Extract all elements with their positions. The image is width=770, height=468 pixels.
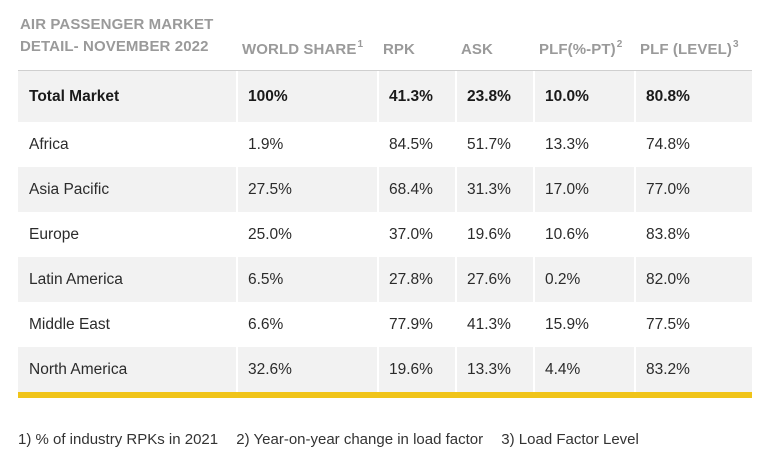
ask-cell: 27.6% [457, 257, 535, 302]
plf-level-cell: 77.5% [646, 315, 690, 333]
column-header-world-share: WORLD SHARE1 [238, 0, 379, 71]
plf-level-cell: 74.8% [646, 135, 690, 153]
column-header-plf-level: PLF (LEVEL)3 [636, 0, 752, 71]
rpk-cell: 77.9% [379, 302, 457, 347]
plf-level-cell: 77.0% [636, 167, 752, 212]
plf-pt-cell: 10.6% [535, 212, 636, 257]
world-share-cell: 1.9% [238, 122, 379, 167]
air-passenger-market-table: AIR PASSENGER MARKET DETAIL- NOVEMBER 20… [18, 0, 752, 392]
plf-pt-cell: 0.2% [535, 257, 636, 302]
rpk-cell: 27.8% [379, 257, 457, 302]
table-title-line2: DETAIL- NOVEMBER 2022 [20, 38, 209, 55]
ask-cell: 23.8% [457, 71, 535, 122]
ask-cell: 31.3% [457, 167, 535, 212]
ask-cell: 41.3% [457, 302, 535, 347]
plf-level-cell: 82.0% [636, 257, 752, 302]
rpk-cell: 37.0% [379, 212, 457, 257]
region-cell: Asia Pacific [18, 167, 238, 212]
plf-pt-cell: 13.3% [535, 122, 636, 167]
region-cell: Latin America [18, 257, 238, 302]
table-row-north-america: North America 32.6% 19.6% 13.3% 4.4% 83.… [18, 347, 752, 392]
plf-pt-cell: 15.9% [535, 302, 636, 347]
column-header-plf-pt: PLF(%-PT)2 [535, 0, 636, 71]
world-share-cell: 6.5% [238, 257, 379, 302]
table-row-middle-east: Middle East 6.6% 77.9% 41.3% 15.9% 77.5% [18, 302, 752, 347]
table-row-latin-america: Latin America 6.5% 27.8% 27.6% 0.2% 82.0… [18, 257, 752, 302]
table-row-europe: Europe 25.0% 37.0% 19.6% 10.6% 83.8% [18, 212, 752, 257]
world-share-cell: 100% [238, 71, 379, 122]
ask-cell: 13.3% [457, 347, 535, 392]
plf-level-cell: 83.8% [646, 225, 690, 243]
footnote-marker: 3 [732, 39, 739, 50]
column-header-ask: ASK [457, 0, 535, 71]
table-row-africa: Africa 1.9% 84.5% 51.7% 13.3% 74.8% [18, 122, 752, 167]
table-title: AIR PASSENGER MARKET DETAIL- NOVEMBER 20… [18, 0, 238, 71]
ask-cell: 19.6% [457, 212, 535, 257]
table-body: Total Market 100% 41.3% 23.8% 10.0% 80.8… [18, 71, 752, 392]
region-cell: Africa [18, 122, 238, 167]
market-table-container: AIR PASSENGER MARKET DETAIL- NOVEMBER 20… [18, 0, 752, 398]
footnote-marker: 1 [357, 39, 364, 50]
plf-level-cell: 83.2% [636, 347, 752, 392]
world-share-cell: 25.0% [238, 212, 379, 257]
column-header-rpk: RPK [379, 0, 457, 71]
region-cell: Europe [18, 212, 238, 257]
table-header: AIR PASSENGER MARKET DETAIL- NOVEMBER 20… [18, 0, 752, 71]
accent-bar [18, 392, 752, 398]
world-share-cell: 32.6% [238, 347, 379, 392]
plf-pt-cell: 10.0% [535, 71, 636, 122]
rpk-cell: 68.4% [379, 167, 457, 212]
world-share-cell: 27.5% [238, 167, 379, 212]
footnote-2: 2) Year-on-year change in load factor [236, 431, 484, 448]
rpk-cell: 41.3% [379, 71, 457, 122]
plf-pt-cell: 4.4% [535, 347, 636, 392]
region-cell: Total Market [18, 71, 238, 122]
region-cell: Middle East [18, 302, 238, 347]
world-share-cell: 6.6% [238, 302, 379, 347]
footnote-1: 1) % of industry RPKs in 2021 [18, 431, 219, 448]
plf-level-cell: 80.8% [636, 71, 752, 122]
footnote-3: 3) Load Factor Level [501, 431, 639, 448]
rpk-cell: 84.5% [379, 122, 457, 167]
plf-pt-cell: 17.0% [535, 167, 636, 212]
table-row-total-market: Total Market 100% 41.3% 23.8% 10.0% 80.8… [18, 71, 752, 122]
footnote-marker: 2 [616, 39, 623, 50]
table-title-line1: AIR PASSENGER MARKET [20, 16, 214, 33]
rpk-cell: 19.6% [379, 347, 457, 392]
region-cell: North America [18, 347, 238, 392]
table-row-asia-pacific: Asia Pacific 27.5% 68.4% 31.3% 17.0% 77.… [18, 167, 752, 212]
footnotes: 1) % of industry RPKs in 2021 2) Year-on… [18, 431, 653, 448]
ask-cell: 51.7% [457, 122, 535, 167]
